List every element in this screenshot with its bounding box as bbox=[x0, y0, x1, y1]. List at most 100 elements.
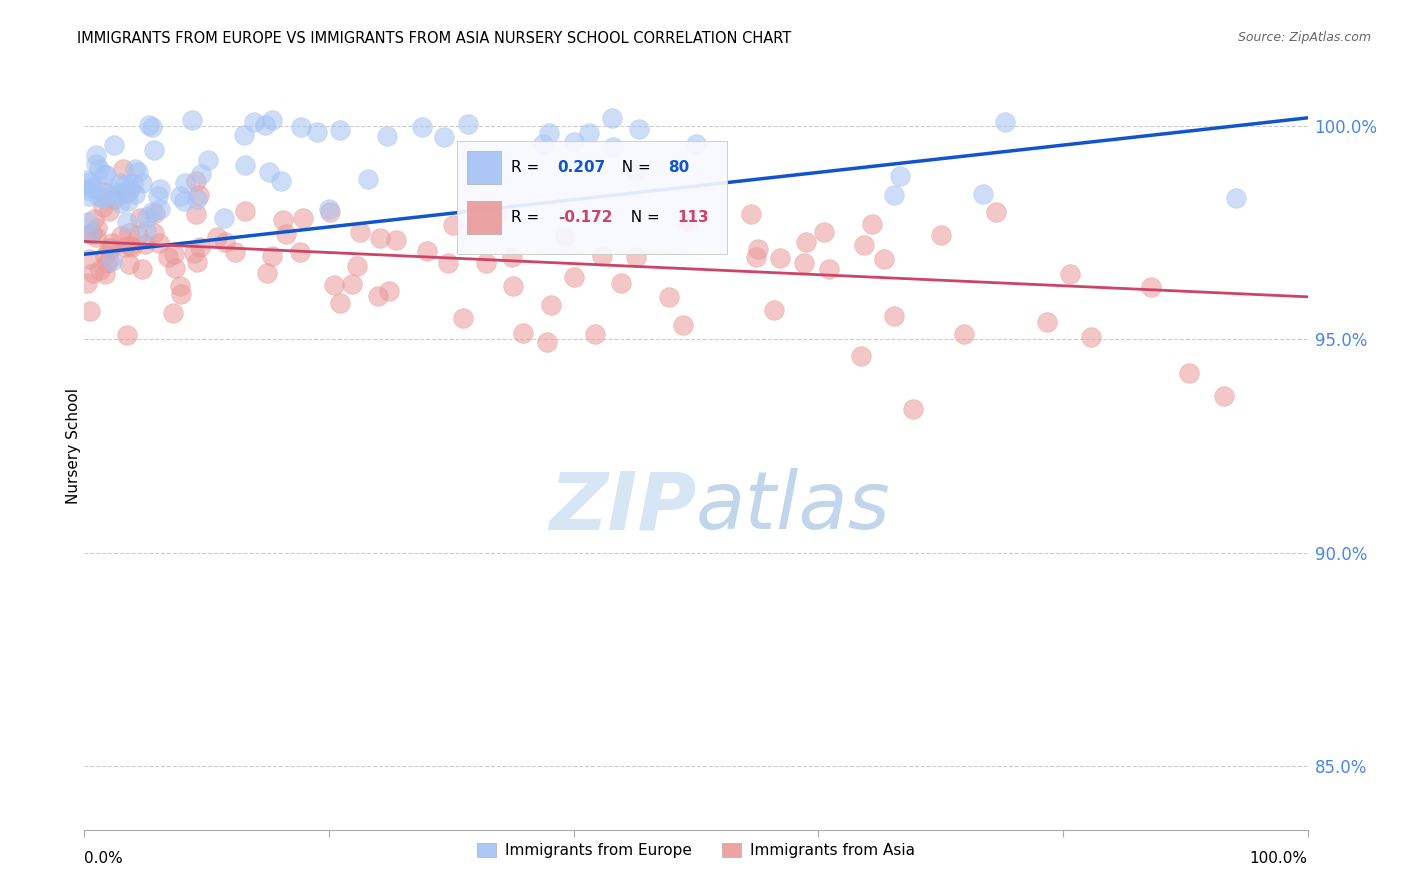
Point bbox=[76, 277, 98, 291]
Point bbox=[80, 227, 103, 242]
Point bbox=[232, 128, 254, 142]
Point bbox=[512, 326, 534, 341]
Text: 80: 80 bbox=[668, 160, 689, 175]
Point bbox=[740, 207, 762, 221]
Point bbox=[138, 119, 160, 133]
Point bbox=[134, 236, 156, 251]
Point bbox=[502, 279, 524, 293]
Point bbox=[156, 250, 179, 264]
Point bbox=[115, 215, 138, 229]
Point bbox=[108, 195, 131, 210]
Text: 0.207: 0.207 bbox=[558, 160, 606, 175]
Point bbox=[972, 186, 994, 201]
Point bbox=[131, 176, 153, 190]
Point bbox=[411, 120, 433, 135]
Text: N =: N = bbox=[612, 160, 655, 175]
Point bbox=[235, 158, 257, 172]
Point bbox=[368, 230, 391, 244]
Point bbox=[118, 227, 141, 241]
Point bbox=[77, 252, 100, 266]
Point bbox=[188, 240, 211, 254]
Point bbox=[136, 210, 159, 224]
Point bbox=[121, 239, 143, 253]
Point bbox=[262, 113, 284, 128]
Text: -0.172: -0.172 bbox=[558, 210, 612, 225]
Point bbox=[583, 327, 606, 342]
Point bbox=[118, 184, 141, 198]
Point bbox=[112, 161, 135, 176]
Point bbox=[100, 235, 122, 250]
Point bbox=[104, 185, 127, 199]
Point bbox=[323, 277, 346, 292]
Point bbox=[169, 189, 191, 203]
Point bbox=[76, 172, 98, 186]
Point bbox=[186, 255, 208, 269]
Point bbox=[953, 327, 976, 342]
Point bbox=[318, 202, 340, 216]
Point bbox=[135, 225, 157, 239]
Point bbox=[747, 242, 769, 256]
Point bbox=[929, 228, 952, 243]
Point bbox=[256, 266, 278, 280]
Point bbox=[235, 203, 257, 218]
Point bbox=[475, 256, 498, 270]
Point bbox=[127, 228, 149, 243]
Point bbox=[340, 277, 363, 291]
Point bbox=[84, 147, 107, 161]
Point bbox=[562, 136, 585, 150]
Point bbox=[108, 186, 131, 201]
Point bbox=[1225, 191, 1247, 205]
Point bbox=[224, 245, 246, 260]
Point bbox=[103, 137, 125, 152]
Point bbox=[131, 261, 153, 276]
Point bbox=[108, 176, 131, 190]
Point bbox=[82, 266, 104, 280]
Point bbox=[87, 189, 110, 203]
Point bbox=[1036, 315, 1059, 329]
Point bbox=[257, 165, 280, 179]
Point bbox=[602, 111, 624, 125]
Point bbox=[173, 194, 195, 208]
Point bbox=[141, 120, 163, 135]
Point bbox=[290, 245, 312, 260]
Point bbox=[118, 181, 141, 195]
Point bbox=[437, 256, 460, 270]
Point bbox=[624, 162, 647, 177]
Point bbox=[883, 188, 905, 202]
Point bbox=[148, 189, 170, 203]
Point bbox=[96, 186, 118, 201]
Point bbox=[82, 179, 104, 194]
Point bbox=[86, 221, 108, 235]
Point bbox=[416, 244, 439, 259]
Point bbox=[76, 183, 98, 197]
Point bbox=[115, 186, 138, 201]
Point bbox=[889, 169, 911, 183]
Point bbox=[197, 153, 219, 167]
Point bbox=[769, 252, 792, 266]
Point bbox=[672, 318, 695, 332]
Point bbox=[121, 178, 143, 192]
Point bbox=[271, 213, 294, 227]
Text: IMMIGRANTS FROM EUROPE VS IMMIGRANTS FROM ASIA NURSERY SCHOOL CORRELATION CHART: IMMIGRANTS FROM EUROPE VS IMMIGRANTS FRO… bbox=[77, 31, 792, 46]
Point bbox=[79, 175, 101, 189]
Point bbox=[860, 217, 883, 231]
Point bbox=[852, 237, 875, 252]
Point bbox=[554, 230, 576, 244]
Point bbox=[349, 225, 371, 239]
Point bbox=[531, 137, 554, 152]
Point bbox=[290, 120, 312, 134]
Text: atlas: atlas bbox=[696, 468, 891, 547]
Point bbox=[190, 167, 212, 181]
Point bbox=[77, 215, 100, 229]
Point bbox=[187, 188, 209, 202]
Point bbox=[94, 249, 117, 263]
Point bbox=[457, 117, 479, 131]
Point bbox=[91, 186, 114, 200]
Point bbox=[628, 122, 651, 136]
Point bbox=[1178, 367, 1201, 381]
Point bbox=[357, 171, 380, 186]
Point bbox=[591, 249, 613, 263]
Point bbox=[214, 235, 236, 250]
Point bbox=[103, 193, 125, 207]
Point bbox=[994, 114, 1017, 128]
